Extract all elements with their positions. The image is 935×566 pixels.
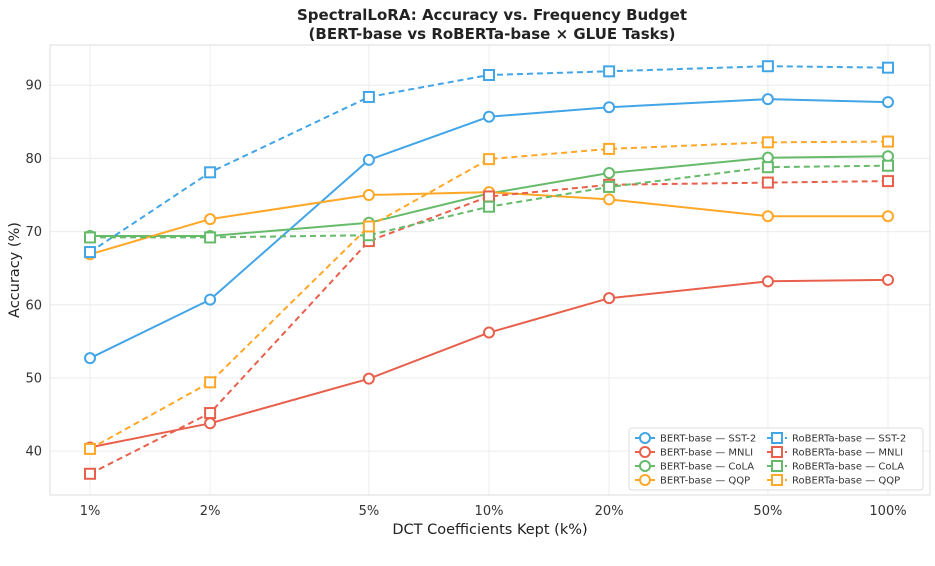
series-7 — [84, 135, 894, 455]
legend-marker — [771, 474, 783, 486]
plot-area-frame — [49, 44, 931, 496]
data-point — [483, 190, 495, 203]
legend-marker — [639, 446, 651, 458]
legend-item: BERT-base — MNLI — [635, 446, 753, 459]
data-point — [204, 231, 217, 244]
legend-marker — [639, 460, 651, 472]
data-point — [761, 176, 774, 189]
legend-label: RoBERTa-base — MNLI — [792, 448, 903, 459]
legend-box — [628, 427, 924, 491]
data-point — [603, 292, 616, 305]
y-axis-ticks: 40 50 60 70 80 90 — [25, 79, 42, 460]
data-point — [483, 153, 495, 166]
legend: BERT-base — SST-2 BERT-base — MNLI BERT-ba… — [628, 427, 924, 491]
x-tick-label: 10% — [475, 504, 504, 519]
data-point — [603, 142, 616, 155]
legend-marker — [771, 446, 783, 458]
data-point — [204, 407, 217, 420]
data-point — [204, 213, 217, 226]
series-0 — [84, 93, 894, 365]
data-point — [204, 293, 217, 306]
series-layer — [84, 60, 894, 480]
legend-label: BERT-base — SST-2 — [660, 434, 756, 445]
legend-item: RoBERTa-base — SST-2 — [767, 432, 906, 445]
data-point — [603, 193, 616, 206]
data-point — [84, 352, 96, 365]
legend-label: BERT-base — CoLA — [660, 462, 754, 473]
data-point — [761, 136, 774, 149]
data-point — [882, 175, 894, 188]
legend-item: BERT-base — QQP — [635, 474, 750, 487]
y-tick-label: 70 — [25, 225, 42, 240]
data-point — [204, 166, 217, 179]
legend-item: RoBERTa-base — QQP — [767, 474, 900, 487]
data-point — [362, 189, 375, 201]
data-point — [84, 442, 96, 455]
y-tick-label: 40 — [25, 445, 42, 460]
legend-item: BERT-base — CoLA — [635, 460, 754, 473]
data-point — [882, 135, 894, 148]
chart-title-line1: SpectralLoRA: Accuracy vs. Frequency Bud… — [297, 6, 687, 24]
legend-label: BERT-base — MNLI — [660, 448, 753, 459]
x-tick-label: 20% — [595, 504, 624, 519]
data-point — [362, 220, 375, 233]
data-point — [603, 167, 616, 180]
x-tick-label: 1% — [80, 504, 101, 519]
x-tick-label: 100% — [869, 504, 906, 519]
y-axis-label: Accuracy (%) — [7, 222, 23, 318]
data-point — [603, 101, 616, 114]
data-point — [882, 210, 894, 223]
legend-item: RoBERTa-base — CoLA — [767, 460, 904, 473]
data-point — [761, 210, 774, 223]
data-point — [483, 200, 495, 213]
legend-item: BERT-base — SST-2 — [635, 432, 756, 445]
data-point — [761, 275, 774, 288]
chart-title-line2: (BERT-base vs RoBERTa-base × GLUE Tasks) — [309, 25, 676, 43]
series-4 — [84, 60, 894, 259]
data-point — [882, 61, 894, 74]
data-point — [603, 65, 616, 78]
data-point — [362, 90, 375, 103]
legend-marker — [639, 432, 651, 444]
y-tick-label: 80 — [25, 152, 42, 167]
data-point — [204, 376, 217, 389]
legend-item: RoBERTa-base — MNLI — [767, 446, 903, 459]
data-point — [84, 246, 96, 259]
y-tick-label: 50 — [25, 371, 42, 386]
legend-marker — [771, 432, 783, 444]
x-axis-ticks: 1% 2% 5% 10% 20% 50% 100% — [80, 504, 907, 519]
data-point — [882, 159, 894, 172]
data-point — [761, 93, 774, 106]
data-point — [761, 151, 774, 164]
legend-marker — [639, 474, 651, 486]
legend-label: RoBERTa-base — CoLA — [792, 462, 904, 473]
data-point — [603, 180, 616, 193]
y-tick-label: 60 — [25, 298, 42, 313]
x-axis-label: DCT Coefficients Kept (k%) — [392, 522, 587, 538]
y-tick-label: 90 — [25, 79, 42, 94]
data-point — [362, 372, 375, 385]
legend-label: RoBERTa-base — QQP — [792, 476, 900, 487]
data-point — [483, 326, 495, 339]
data-point — [483, 110, 495, 123]
data-point — [84, 231, 96, 244]
legend-marker — [771, 460, 783, 472]
data-point — [483, 69, 495, 81]
data-point — [761, 161, 774, 174]
x-tick-label: 2% — [200, 504, 221, 519]
data-point — [882, 150, 894, 163]
legend-label: BERT-base — QQP — [660, 476, 750, 487]
x-tick-label: 50% — [753, 504, 782, 519]
data-point — [882, 96, 894, 109]
data-point — [362, 153, 375, 166]
legend-label: RoBERTa-base — SST-2 — [792, 434, 906, 445]
data-point — [761, 60, 774, 73]
data-point — [84, 467, 96, 480]
data-point — [204, 417, 217, 430]
data-point — [882, 273, 894, 286]
x-tick-label: 5% — [359, 504, 380, 519]
